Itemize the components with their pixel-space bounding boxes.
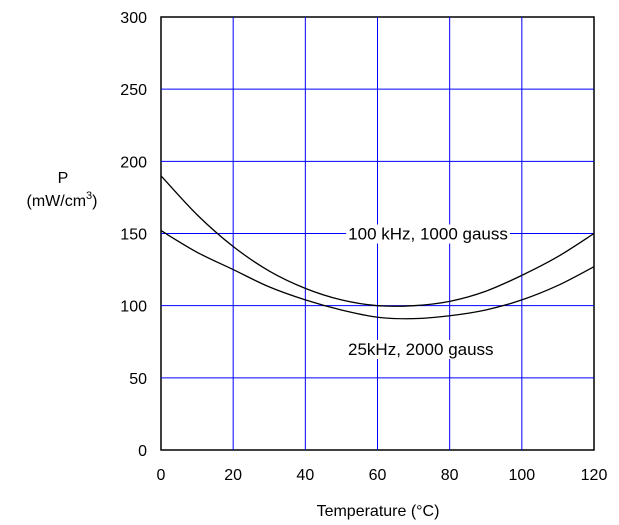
y-tick-label-250: 250 [120, 82, 147, 99]
series-label-2: 25kHz, 2000 gauss [348, 340, 494, 359]
y-axis-title-unit: (mW/cm3) [27, 190, 98, 210]
x-tick-label-40: 40 [296, 467, 314, 484]
grid-lines [161, 17, 594, 450]
y-tick-label-200: 200 [120, 154, 147, 171]
y-tick-label-150: 150 [120, 227, 147, 244]
y-tick-label-100: 100 [120, 299, 147, 316]
series-line-1 [160, 175, 595, 307]
x-tick-label-100: 100 [508, 467, 535, 484]
y-tick-label-0: 0 [138, 443, 147, 460]
x-axis-title: Temperature (°C) [317, 503, 440, 520]
series-line-2 [160, 230, 595, 320]
y-tick-labels: 0 50 100 150 200 250 300 [120, 10, 147, 460]
x-tick-label-0: 0 [157, 467, 166, 484]
y-axis-unit-exponent: 3 [86, 190, 92, 202]
x-tick-label-60: 60 [369, 467, 387, 484]
y-tick-label-300: 300 [120, 10, 147, 27]
series-labels: 100 kHz, 1000 gauss 25kHz, 2000 gauss [346, 224, 510, 359]
y-axis-unit-suffix: ) [92, 193, 97, 210]
series-label-1: 100 kHz, 1000 gauss [348, 225, 508, 244]
x-tick-label-20: 20 [224, 467, 242, 484]
series-lines [160, 175, 595, 320]
series-label-background-2 [346, 339, 496, 359]
y-axis-unit-prefix: (mW/cm [27, 193, 87, 210]
x-tick-labels: 0 20 40 60 80 100 120 [157, 467, 608, 484]
y-axis-title-symbol: P [58, 170, 69, 187]
y-tick-label-50: 50 [129, 371, 147, 388]
x-tick-label-80: 80 [441, 467, 459, 484]
series-label-background-1 [346, 224, 510, 244]
x-tick-label-120: 120 [581, 467, 608, 484]
